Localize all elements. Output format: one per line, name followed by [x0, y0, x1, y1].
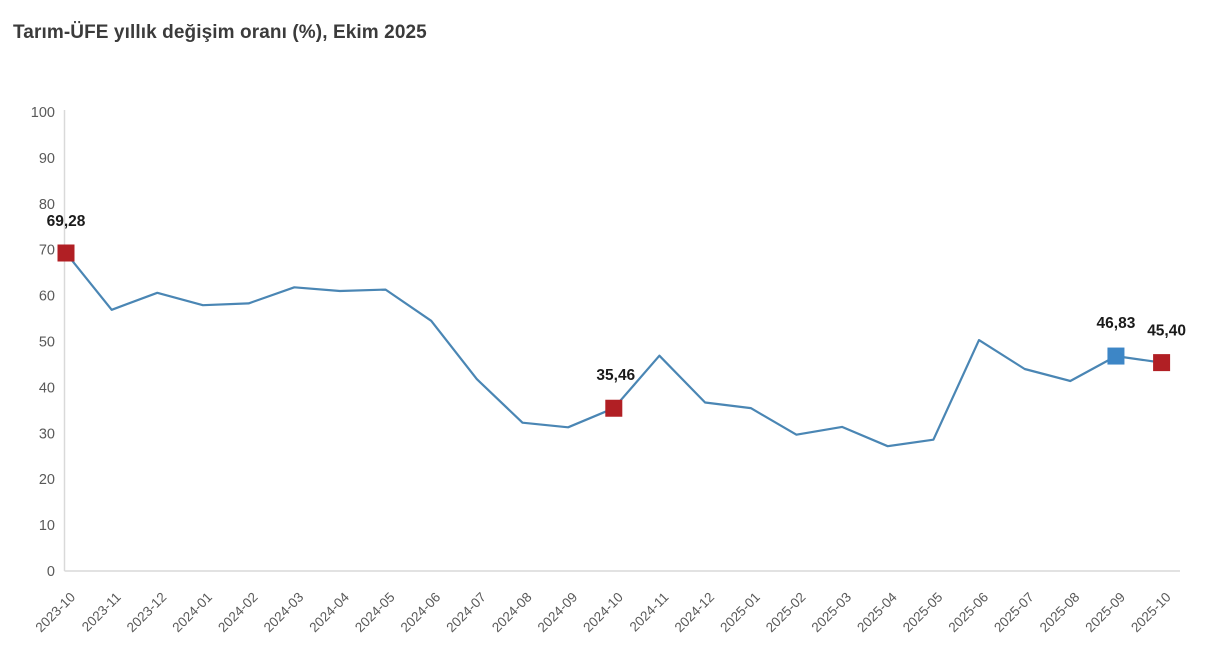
data-point-label-2024-10: 35,46 [596, 367, 635, 384]
y-axis-tick-label: 60 [39, 289, 55, 305]
x-axis-tick-label: 2025-06 [945, 590, 991, 636]
x-axis-tick-label: 2024-05 [352, 590, 398, 636]
data-point-label-2025-09: 46,83 [1097, 315, 1136, 332]
data-point-marker-2025-10 [1153, 354, 1171, 372]
y-axis-tick-label: 10 [39, 518, 55, 534]
x-axis-tick-label: 2025-03 [809, 590, 855, 636]
x-axis-tick-label: 2024-11 [627, 590, 672, 635]
chart-title: Tarım-ÜFE yıllık değişim oranı (%), Ekim… [13, 22, 427, 43]
data-point-marker-2024-10 [605, 399, 623, 417]
y-axis-tick-label: 90 [39, 151, 55, 167]
x-axis-tick-label: 2025-09 [1082, 590, 1128, 636]
x-axis-tick-label: 2024-03 [261, 590, 307, 636]
data-point-label-2023-10: 69,28 [47, 213, 86, 230]
x-axis-tick-label: 2023-10 [32, 590, 78, 636]
data-point-marker-2025-09 [1107, 347, 1125, 365]
x-axis-tick-label: 2024-01 [169, 590, 215, 636]
x-axis-tick-label: 2025-01 [717, 590, 763, 636]
y-axis-tick-label: 0 [47, 564, 55, 580]
series-line [64, 251, 1163, 448]
x-axis-tick-label: 2025-10 [1128, 590, 1174, 636]
x-axis-tick-label: 2023-12 [124, 590, 170, 636]
x-axis-tick-label: 2024-09 [535, 590, 581, 636]
y-axis-tick-label: 30 [39, 426, 55, 442]
x-axis-tick-label: 2025-02 [763, 590, 809, 636]
x-axis-tick-label: 2024-08 [489, 590, 535, 636]
x-axis-tick-label: 2024-04 [306, 589, 352, 635]
x-axis-tick-label: 2023-11 [79, 590, 124, 635]
y-axis-tick-label: 70 [39, 243, 55, 259]
y-axis-tick-label: 80 [39, 197, 55, 213]
data-point-label-2025-10: 45,40 [1147, 323, 1186, 340]
x-axis-tick-label: 2025-07 [991, 590, 1037, 636]
x-axis-tick-label: 2025-05 [900, 590, 946, 636]
data-point-marker-2023-10 [57, 244, 75, 262]
y-axis-tick-label: 20 [39, 472, 55, 488]
y-axis-tick-label: 100 [31, 105, 55, 121]
x-axis-tick-label: 2024-06 [398, 590, 444, 636]
x-axis-tick-label: 2025-04 [854, 589, 900, 635]
x-axis-tick-label: 2024-10 [580, 590, 626, 636]
y-axis-tick-label: 40 [39, 380, 55, 396]
x-axis-tick-label: 2024-12 [672, 590, 718, 636]
x-axis-tick-label: 2024-07 [443, 590, 489, 636]
x-axis-tick-label: 2024-02 [215, 590, 261, 636]
x-axis-tick-label: 2025-08 [1037, 590, 1083, 636]
y-axis-tick-label: 50 [39, 335, 55, 351]
